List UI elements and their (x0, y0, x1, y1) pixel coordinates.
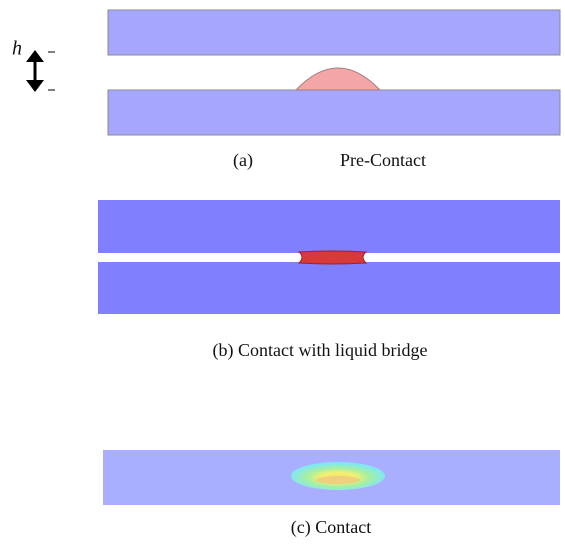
panel-caption: (b) Contact with liquid bridge (213, 340, 428, 361)
gap-arrow (26, 50, 55, 92)
h-label: h (12, 38, 22, 60)
panel-c: (c) Contact (103, 450, 560, 538)
figure: h (a) Pre-Contact (b) Contact with liqui… (0, 0, 565, 548)
upper-plate (98, 200, 560, 253)
lower-plate (98, 262, 560, 314)
panel-caption: (c) Contact (291, 517, 371, 538)
upper-plate (108, 10, 560, 55)
panel-label: (a) (233, 150, 253, 171)
panel-a: h (a) Pre-Contact (12, 10, 560, 171)
liquid-bridge (299, 251, 366, 264)
lower-plate (108, 90, 560, 135)
contact-core (316, 476, 360, 484)
panel-b: (b) Contact with liquid bridge (98, 200, 560, 361)
panel-caption: Pre-Contact (340, 150, 426, 170)
droplet (296, 68, 380, 90)
